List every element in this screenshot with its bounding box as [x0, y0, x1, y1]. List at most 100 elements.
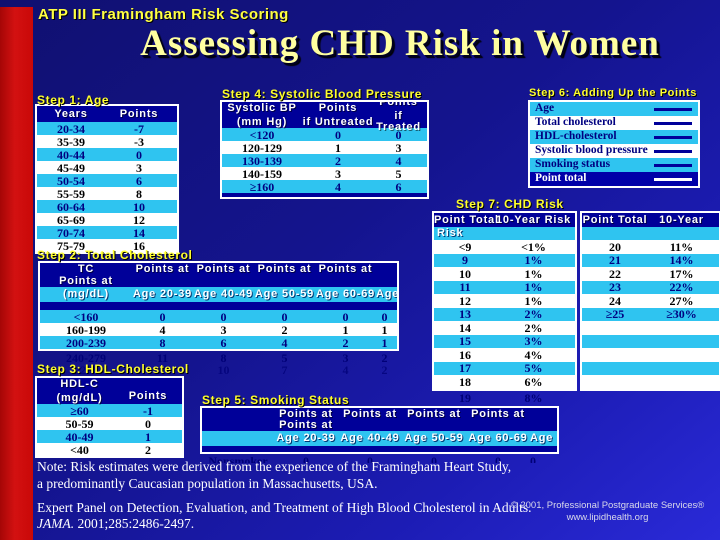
cell: 10: [133, 199, 145, 214]
header-row: (mg/dL) Age 20-39 Age 40-49 Age 50-59 Age 60…: [40, 287, 397, 302]
cell: 2%: [524, 307, 543, 322]
header-row: Points at: [202, 420, 557, 431]
step5-ghost-row: Nonsmoker 0 0 0 0 0: [200, 455, 557, 463]
step4-title: Step 4: Systolic Blood Pressure: [222, 87, 422, 101]
column-header: Age 20-39: [276, 432, 336, 444]
column-header: 10-Year: [659, 213, 704, 226]
row: Point total: [530, 172, 698, 186]
blank-line: [654, 149, 692, 153]
cell: 18: [459, 374, 471, 389]
header-row: Risk: [434, 227, 575, 240]
cell: <1%: [521, 239, 546, 254]
cell: 3: [395, 140, 402, 155]
row: 24 27%: [582, 294, 719, 308]
step6-title: Step 6: Adding Up the Points: [529, 87, 697, 99]
column-header: TC: [77, 262, 95, 275]
cell: 40-49: [65, 429, 94, 444]
cell: 8: [220, 351, 227, 365]
cell: <9: [458, 239, 472, 254]
cell: ≥60: [70, 403, 89, 418]
cell: 14: [459, 320, 471, 335]
cell: 20-34: [57, 121, 85, 136]
cell: 13: [459, 307, 471, 322]
row: ≥25 ≥30%: [582, 307, 719, 321]
row: 40-49 1: [37, 430, 182, 443]
column-header: Age 50-59: [404, 432, 464, 444]
row: 65-69 12: [37, 213, 177, 226]
step5-title: Step 5: Smoking Status: [202, 393, 350, 407]
column-header: Age 40-49: [193, 288, 254, 300]
row: 35-39 -3: [37, 135, 177, 148]
step3-hdl-table: HDL-C (mg/dL) Points ≥60 -1 50-59 0 40-49 1 …: [35, 376, 184, 458]
cell: 4: [159, 322, 166, 337]
row: [582, 321, 719, 335]
cell: 0: [381, 309, 388, 324]
row: 11 1%: [434, 280, 575, 294]
step7-ghost-row: 19 8%: [432, 392, 575, 404]
citation-rest: 2001;285:2486-2497.: [74, 516, 195, 531]
row: 120-129 1 3: [222, 141, 427, 154]
cell: 10: [217, 363, 230, 377]
cell: 0: [335, 127, 341, 142]
column-header: Age: [376, 288, 399, 300]
cell: 75-79: [57, 238, 85, 253]
copyright-url: www.lipidhealth.org: [566, 512, 649, 524]
cell: 7: [281, 363, 288, 377]
row: 12 1%: [434, 294, 575, 308]
row: 16 4%: [434, 348, 575, 362]
cell: Nonsmoker: [208, 455, 268, 463]
cell: 1: [381, 335, 388, 350]
cell: 1%: [524, 253, 543, 268]
cell: Point total: [535, 172, 587, 185]
cell: 35-39: [57, 134, 85, 149]
cell: Systolic blood pressure: [535, 144, 648, 157]
step2-total-cholesterol-table: TC Points at Points at Points at Points at P…: [38, 261, 399, 351]
header-row: Point Total 10-Year: [582, 213, 719, 227]
row: [582, 375, 719, 389]
row: 14 2%: [434, 321, 575, 335]
column-header: Points at: [279, 419, 333, 431]
step4-systolic-bp-table: Systolic BP (mm Hg) Points if Untreated Po…: [220, 100, 429, 199]
red-accent-bar: [0, 7, 33, 540]
spacer: [202, 446, 557, 452]
cell: 4: [395, 153, 402, 168]
cell: 5%: [524, 361, 543, 376]
page-title: Assessing CHD Risk in Women: [140, 23, 660, 64]
cell: 2%: [524, 320, 543, 335]
slide-kicker: ATP III Framingham Risk Scoring: [38, 6, 289, 23]
cell: 2: [381, 363, 388, 377]
cell: 16: [459, 347, 471, 362]
spacer: [222, 193, 427, 197]
cell: 13: [156, 363, 169, 377]
row: 17 5%: [434, 361, 575, 376]
row: Total cholesterol: [530, 116, 698, 130]
row: 70-74 14: [37, 226, 177, 239]
cell: 9: [462, 253, 468, 268]
step1-age-table: Years Points 20-34 -7 35-39 -3 40-44 0 45-49…: [35, 104, 179, 254]
row: 15 3%: [434, 334, 575, 348]
column-header: Points if Untreated: [302, 101, 374, 128]
cell: 22%: [669, 280, 694, 295]
column-header: Points: [128, 390, 168, 402]
column-header: Age 60-69: [468, 432, 528, 444]
blank-line: [654, 107, 692, 111]
column-header: Age: [530, 432, 554, 444]
step1-title: Step 1: Age: [37, 93, 110, 107]
cell: 14: [133, 225, 145, 240]
cell: 1: [145, 429, 151, 444]
header-row: HDL-C (mg/dL) Points: [37, 378, 182, 404]
cell: 240-279: [66, 351, 106, 365]
cell: 6: [220, 335, 227, 350]
column-header: Point Total: [582, 213, 648, 226]
row: 18 6%: [434, 375, 575, 389]
cell: 11: [156, 351, 169, 365]
header-row: Age 20-39 Age 40-49 Age 50-59 Age 60-69 Age: [202, 431, 557, 446]
copyright-block: © 2001, Professional Postgraduate Servic…: [500, 500, 715, 525]
cell: 27%: [669, 293, 694, 308]
cell: 0: [136, 147, 142, 162]
cell: 24: [609, 293, 621, 308]
row: 22 17%: [582, 267, 719, 281]
row: <9 <1%: [434, 240, 575, 254]
column-header: Points at: [343, 407, 397, 420]
